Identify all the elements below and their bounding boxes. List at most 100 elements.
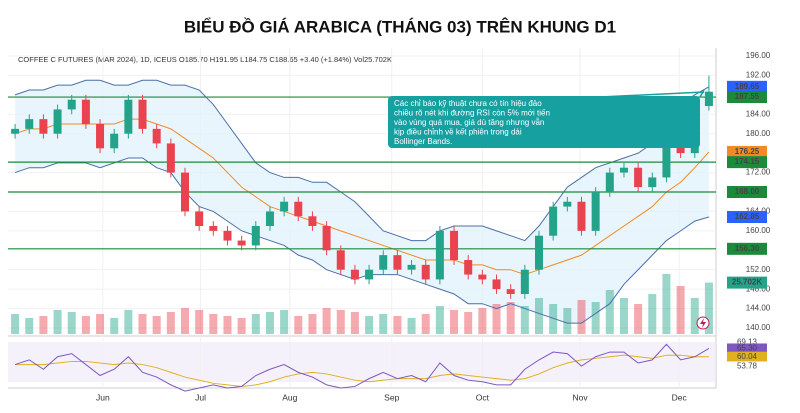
volume-bar [96,314,105,334]
x-tick-label: Jul [195,392,206,402]
price-label: 174.15 [735,157,760,166]
candle-body [294,201,303,217]
candle-body [577,201,586,231]
price-label: 189.65 [735,82,760,91]
candle-body [478,274,487,280]
volume-bar [11,314,20,334]
candle-body [223,230,232,241]
x-tick-label: Jun [96,392,110,402]
volume-bar [591,302,600,334]
volume-bar [676,286,685,334]
candle-body [563,201,572,207]
bb_upper [14,79,710,242]
candle-body [450,230,459,260]
rsi-label: 69.13 [737,338,758,347]
candle-body [53,109,62,134]
volume-bar [350,312,359,334]
volume-bar [520,306,529,334]
candle-body [549,206,558,236]
y-tick-label: 180.00 [746,129,771,138]
volume-bar [535,298,543,334]
candle-body [181,172,189,212]
candle-body [648,177,657,188]
candle-body [605,172,614,192]
volume-bar [549,304,558,334]
volume-bar [365,316,374,334]
volume-bar [25,318,34,334]
volume-bar [478,308,487,334]
y-tick-label: 152.00 [746,265,771,274]
volume-bar [280,310,289,334]
volume-bar [379,314,388,334]
volume-bar [336,310,345,334]
volume-bar [435,306,444,334]
annotation-pointer [699,89,705,98]
candle-body [435,230,444,280]
candle-body [506,289,515,294]
volume-bar [704,282,713,334]
volume-bar [619,298,628,334]
volume-bar [81,316,90,334]
candle-body [619,167,628,173]
y-tick-label: 144.00 [746,304,771,313]
volume-bar [464,312,473,334]
volume-bar [492,304,501,334]
volume-bar [662,274,671,334]
annotation: Các chỉ báo kỹ thuật chưa có tín hiệu đả… [394,99,550,146]
price-label-box [727,156,767,169]
candle-body [11,128,20,134]
candle-body [110,133,119,149]
rsi-label-box [727,337,767,348]
candle-body [393,255,402,270]
candle-body [81,99,90,124]
x-tick-label: Sep [384,392,399,402]
y-tick-label: 160.00 [746,226,771,235]
volume-bar [393,316,402,334]
annotation-box [388,96,700,148]
volume-label-box [727,276,767,289]
volume-bar [563,308,572,334]
y-tick-label: 192.00 [746,71,771,80]
event-icon [700,318,706,328]
legend-header: COFFEE C FUTURES (MAR 2024), 1D, ICEUS O… [18,55,392,64]
candle-body [124,99,133,134]
candle-body [251,226,260,246]
candle-body [39,119,48,134]
candle-body [322,226,331,251]
volume-bar [124,310,133,334]
rsi-zone [8,342,716,382]
volume-bar [209,314,218,334]
y-tick-label: 196.00 [746,51,771,60]
volume-bar [294,316,303,334]
candle-body [67,99,76,110]
candle-body [25,119,34,129]
volume-bar [152,316,161,334]
y-tick-label: 148.00 [746,284,771,293]
candle-body [237,240,246,246]
rsi-label-box [727,343,767,354]
y-tick-label: 184.00 [746,109,771,118]
volume-bar [322,308,331,334]
annotation-line: Các chỉ báo kỹ thuật chưa có tín hiệu đả… [394,99,542,108]
volume-bar [237,318,246,334]
volume-bar [308,314,317,334]
candle-body [662,119,671,178]
price-label-box [727,91,767,104]
rsi [14,343,710,392]
annotation-line: chiều rõ nét khi đường RSI còn 5% mới ti… [394,109,550,118]
volume-bar [138,314,147,334]
volume-bar [265,312,274,334]
x-tick-label: Aug [282,392,297,402]
candle-body [591,192,600,231]
candle-body [492,279,501,290]
annotation-line: kịp điều chỉnh về kết phiên trong dải [394,128,522,137]
price-label: 176.25 [735,147,760,156]
price-label-box [727,145,767,158]
volume-bar [223,316,232,334]
rsi-label: 65.30 [737,344,758,353]
price-label-box [727,211,767,224]
volume-bar [110,318,119,334]
volume-bar [634,304,643,334]
price-label: 156.30 [735,244,760,253]
price-label-box [727,186,767,198]
